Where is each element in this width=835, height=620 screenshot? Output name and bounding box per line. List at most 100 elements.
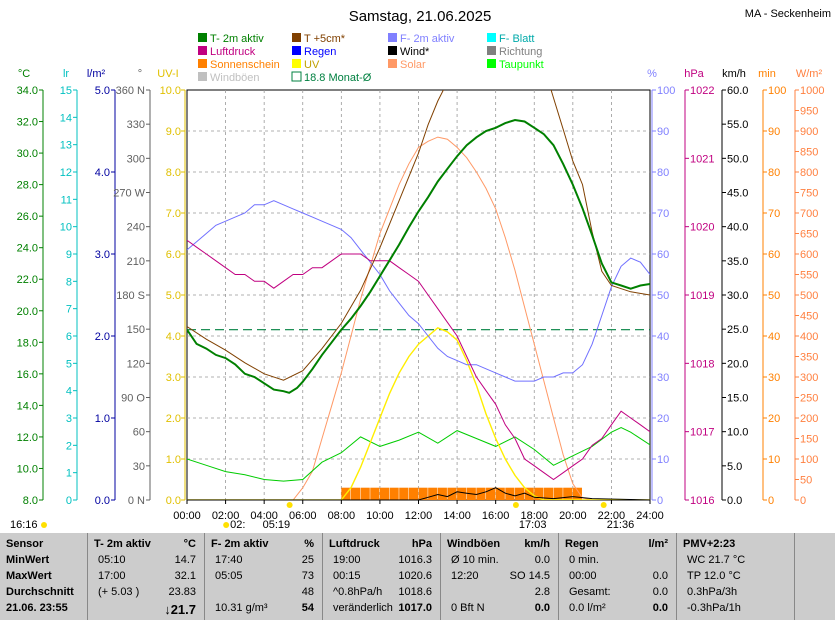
axis-tick-label: 26.0 xyxy=(17,211,38,223)
stats-cell-label: PMV+2:23 xyxy=(683,538,736,550)
axis-tick-label: 120 xyxy=(127,358,145,370)
legend-swatch xyxy=(198,46,207,55)
x-tick-label: 06:00 xyxy=(289,510,317,522)
axis-tick-label: 1021 xyxy=(690,153,714,165)
axis-tick-label: 70 xyxy=(768,208,780,220)
axis-tick-label: 0 xyxy=(657,495,663,507)
sunshine-bar xyxy=(563,487,573,500)
axis-tick-label: 450 xyxy=(800,311,818,323)
wind-line xyxy=(187,487,650,500)
axis-tick-label: 50 xyxy=(768,290,780,302)
sunshine-bar xyxy=(370,487,380,500)
stats-cell-label: 0.0 l/m² xyxy=(569,602,606,614)
stats-column: Sensor MinWert MaxWert Durchschnitt 21.06. 2… xyxy=(0,533,88,620)
legend-label: 18.8 Monat-Ø xyxy=(304,72,372,84)
stats-cell-label: 0.3hPa/3h xyxy=(687,586,738,598)
weather-chart: Samstag, 21.06.2025 MA - Seckenheim T- 2… xyxy=(10,8,831,531)
axis-tick-label: 850 xyxy=(800,147,818,159)
dawn-icon xyxy=(41,522,47,528)
stats-cell-label: 21.06. 23:55 xyxy=(6,602,68,614)
sunshine-bar xyxy=(428,487,438,500)
legend-label: F- 2m aktiv xyxy=(400,33,455,45)
axis-tick-label: 34.0 xyxy=(17,85,38,97)
stats-column: Regen l/m² 0 min. 00:00 0.0 Gesamt: 0.0 0.0 l/m… xyxy=(559,533,677,620)
chart-title: Samstag, 21.06.2025 xyxy=(349,8,492,25)
axis-unit-label: hPa xyxy=(684,68,704,80)
stats-cell-value: 32.1 xyxy=(174,570,196,582)
axis-unit-label: lr xyxy=(63,68,69,80)
axis-tick-label: 80 xyxy=(768,167,780,179)
axis-tick-label: 70 xyxy=(657,208,669,220)
sunshine-bar xyxy=(457,487,467,500)
stats-cell-value: 0.0 xyxy=(652,602,668,614)
pressure-line xyxy=(187,239,650,481)
axis-tick-label: 60.0 xyxy=(727,85,748,97)
axis-tick-label: 14 xyxy=(60,112,72,124)
stats-column: T- 2m aktiv °C 05:10 14.7 17:00 32.1 (+ 5.03 )… xyxy=(88,533,205,620)
x-tick-label: 14:00 xyxy=(443,510,471,522)
axis-tick-label: 12 xyxy=(60,167,72,179)
stats-column: PMV+2:23 WC 21.7 °C TP 12.0 °C 0.3hPa/3h -0.… xyxy=(677,533,795,620)
axis-tick-label: 20 xyxy=(768,413,780,425)
axis-tick-label: 4.0 xyxy=(95,167,110,179)
stats-cell-label: 0 Bft N xyxy=(451,602,485,614)
axis-tick-label: 8.0 xyxy=(166,167,181,179)
axis-tick-label: 700 xyxy=(800,208,818,220)
axis-tick-label: 3 xyxy=(66,413,72,425)
sunshine-bar xyxy=(505,487,515,500)
legend-label: T +5cm* xyxy=(304,33,346,45)
axis-tick-label: 60 xyxy=(768,249,780,261)
axis-unit-label: % xyxy=(647,68,657,80)
axis-tick-label: 100 xyxy=(657,85,675,97)
axis-tick-label: 32.0 xyxy=(17,117,38,129)
legend-label: Solar xyxy=(400,59,426,71)
sunshine-bar xyxy=(572,487,582,500)
axis-unit-label: min xyxy=(758,68,776,80)
stats-cell-value: 1020.6 xyxy=(398,570,432,582)
axis-tick-label: 13 xyxy=(60,140,72,152)
axis-tick-label: 45.0 xyxy=(727,188,748,200)
axis-tick-label: 4.0 xyxy=(166,331,181,343)
dewpoint-line xyxy=(187,426,650,482)
axis-tick-label: 950 xyxy=(800,106,818,118)
axis-tick-label: 250 xyxy=(800,393,818,405)
stats-cell-label: Luftdruck xyxy=(329,538,380,550)
axis-tick-label: 60 xyxy=(657,249,669,261)
stats-cell-label: TP 12.0 °C xyxy=(687,570,741,582)
axis-tick-label: 1019 xyxy=(690,290,714,302)
axis-tick-label: 5.0 xyxy=(727,461,742,473)
legend-swatch xyxy=(388,46,397,55)
legend-swatch xyxy=(198,33,207,42)
legend-swatch xyxy=(388,59,397,68)
stats-cell-value: % xyxy=(304,538,314,550)
sun-marker-icon xyxy=(600,502,607,508)
stats-cell-label: 0 min. xyxy=(569,554,599,566)
stats-cell-label: Regen xyxy=(565,538,599,550)
stats-cell-value: 73 xyxy=(301,570,314,582)
dawn-label: 16:16 xyxy=(10,519,38,531)
axis-unit-label: ° xyxy=(138,68,142,80)
x-tick-label: 24:00 xyxy=(636,510,664,522)
axis-tick-label: 30.0 xyxy=(727,290,748,302)
axis-tick-label: 1022 xyxy=(690,85,714,97)
axis-tick-label: 0.0 xyxy=(727,495,742,507)
axis-tick-label: 3.0 xyxy=(95,249,110,261)
temp-2m-line xyxy=(187,118,650,394)
stats-cell-value: °C xyxy=(183,538,196,550)
axis-tick-label: 20 xyxy=(657,413,669,425)
stats-cell-label: (+ 5.03 ) xyxy=(98,586,140,598)
stats-cell-label: 00:00 xyxy=(569,570,597,582)
stats-cell-value: 14.7 xyxy=(174,554,196,566)
legend-label: Sonnenschein xyxy=(210,59,280,71)
axis-tick-label: 200 xyxy=(800,413,818,425)
axis-tick-label: 1017 xyxy=(690,427,714,439)
axis-tick-label: 50 xyxy=(657,290,669,302)
sunshine-bar xyxy=(553,487,563,500)
axis-tick-label: 1018 xyxy=(690,358,714,370)
sunshine-bar xyxy=(408,487,418,500)
axis-tick-label: 4 xyxy=(66,386,72,398)
axis-tick-label: 12.0 xyxy=(17,432,38,444)
stats-cell-label: Windböen xyxy=(447,538,501,550)
x-tick-label: 00:00 xyxy=(173,510,201,522)
stats-cell-value: 0.0 xyxy=(652,570,668,582)
